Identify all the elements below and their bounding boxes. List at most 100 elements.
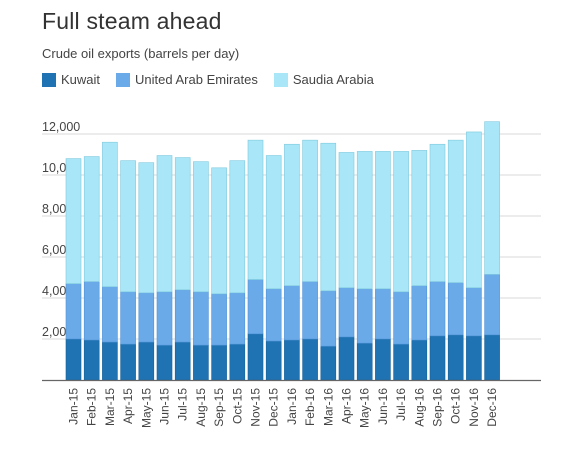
bar-saudi <box>466 131 482 289</box>
x-tick-label: Apr-15 <box>121 388 135 424</box>
bar-kuwait <box>102 341 118 381</box>
bar-uae <box>102 286 118 343</box>
bar-saudi <box>65 158 82 284</box>
bar-kuwait <box>466 335 482 381</box>
bar-kuwait <box>211 344 227 381</box>
legend: Kuwait United Arab Emirates Saudia Arabi… <box>42 72 390 87</box>
x-tick-label: Sep-16 <box>431 388 445 427</box>
bar-saudi <box>284 143 300 286</box>
bar-kuwait <box>247 333 264 381</box>
bar-saudi <box>102 141 118 288</box>
bar-saudi <box>265 155 282 290</box>
bar-kuwait <box>138 341 155 381</box>
bar-kuwait <box>338 336 355 381</box>
bar-kuwait <box>174 341 191 381</box>
legend-item-saudi: Saudia Arabia <box>273 72 374 87</box>
bar-kuwait <box>484 334 500 381</box>
bar-saudi <box>174 157 191 291</box>
bar-saudi <box>211 167 227 295</box>
bar-uae <box>284 285 300 341</box>
bar-saudi <box>484 121 500 275</box>
legend-label-saudi: Saudia Arabia <box>292 72 374 87</box>
bar-saudi <box>120 160 136 293</box>
bar-uae <box>484 274 500 336</box>
bar-uae <box>411 285 428 341</box>
bar-kuwait <box>156 344 173 381</box>
x-tick-label: Aug-16 <box>412 388 426 427</box>
bar-uae <box>65 283 82 340</box>
bar-uae <box>265 288 282 342</box>
legend-label-kuwait: Kuwait <box>61 72 101 87</box>
bar-kuwait <box>447 334 464 381</box>
bar-uae <box>429 281 446 337</box>
bar-saudi <box>138 162 155 294</box>
bar-uae <box>247 279 264 335</box>
legend-swatch-kuwait <box>42 72 56 87</box>
chart-subtitle: Crude oil exports (barrels per day) <box>42 46 240 61</box>
bar-uae <box>211 293 227 346</box>
x-tick-label: Jul-15 <box>176 388 190 421</box>
x-tick-label: Feb-16 <box>303 388 317 426</box>
bar-uae <box>193 291 209 346</box>
bar-uae <box>338 287 355 338</box>
legend-swatch-uae <box>116 72 131 87</box>
bar-saudi <box>83 156 100 282</box>
bar-saudi <box>229 160 246 294</box>
bar-kuwait <box>229 343 246 381</box>
legend-item-kuwait: Kuwait <box>42 72 100 87</box>
bar-kuwait <box>65 338 82 381</box>
legend-label-uae: United Arab Emirates <box>135 72 258 87</box>
x-tick-label: Nov-15 <box>249 388 263 427</box>
x-tick-label: Jun-15 <box>158 388 172 425</box>
x-tick-label: Dec-15 <box>267 388 281 427</box>
bar-saudi <box>338 152 355 289</box>
bar-saudi <box>375 151 391 290</box>
bar-kuwait <box>120 343 136 381</box>
bar-saudi <box>411 150 428 286</box>
bar-saudi <box>429 143 446 282</box>
bar-uae <box>447 282 464 336</box>
bar-kuwait <box>302 338 318 381</box>
bar-kuwait <box>83 339 100 381</box>
x-tick-label: Oct-15 <box>230 388 244 424</box>
bar-kuwait <box>429 335 446 381</box>
x-tick-label: Feb-15 <box>85 388 99 426</box>
x-tick-label: Jun-16 <box>376 388 390 425</box>
bar-kuwait <box>356 342 373 381</box>
bar-kuwait <box>375 338 391 381</box>
x-tick-label: May-15 <box>139 388 153 428</box>
bar-uae <box>466 287 482 337</box>
y-tick-label: 6,000 <box>42 243 73 257</box>
x-tick-label: Jan-16 <box>285 388 299 425</box>
bar-uae <box>120 291 136 345</box>
chart-title: Full steam ahead <box>42 8 222 34</box>
bar-kuwait <box>265 340 282 381</box>
bar-uae <box>174 289 191 343</box>
bar-saudi <box>447 139 464 283</box>
bar-saudi <box>320 142 337 292</box>
bar-kuwait <box>320 345 337 381</box>
legend-item-uae: United Arab Emirates <box>116 72 258 87</box>
bar-saudi <box>302 139 318 282</box>
x-tick-label: Mar-16 <box>321 388 335 426</box>
bar-uae <box>229 292 246 345</box>
x-tick-label: Nov-16 <box>467 388 481 427</box>
bar-uae <box>138 292 155 343</box>
legend-swatch-saudi <box>273 72 288 87</box>
y-tick-label: 4,000 <box>42 284 73 298</box>
x-tick-label: Mar-15 <box>103 388 117 426</box>
bar-kuwait <box>393 343 409 381</box>
bar-saudi <box>247 139 264 280</box>
bar-kuwait <box>411 339 428 381</box>
y-tick-label: 12,000 <box>42 120 80 134</box>
x-tick-label: Apr-16 <box>340 388 354 424</box>
bar-uae <box>302 281 318 340</box>
bar-saudi <box>156 155 173 293</box>
bar-uae <box>393 291 409 345</box>
x-tick-label: Sep-15 <box>212 388 226 427</box>
x-tick-label: May-16 <box>358 388 372 428</box>
x-tick-label: Jan-15 <box>67 388 81 425</box>
x-tick-label: Dec-16 <box>485 388 499 427</box>
x-tick-label: Jul-16 <box>394 388 408 421</box>
